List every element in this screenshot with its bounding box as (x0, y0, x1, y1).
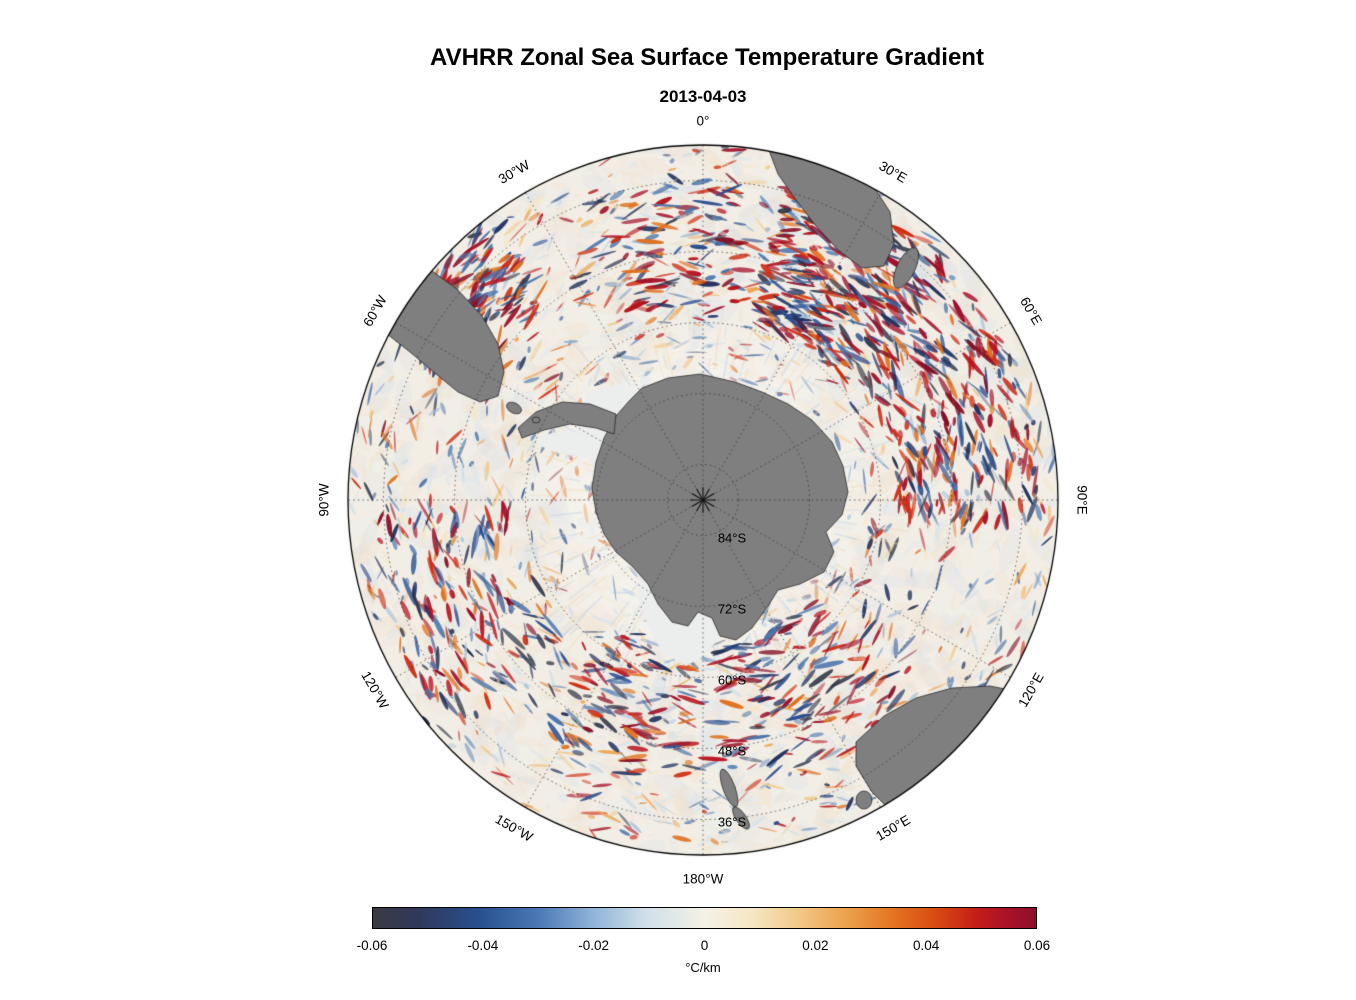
lon-tick-label: 180°W (682, 871, 724, 887)
lon-tick-label: 90°E (1074, 485, 1090, 515)
lat-tick-label: 84°S (717, 530, 747, 545)
lon-tick-label: 90°W (316, 483, 332, 517)
colorbar-unit-label: °C/km (685, 960, 721, 975)
figure-title: AVHRR Zonal Sea Surface Temperature Grad… (430, 44, 984, 71)
lat-tick-label: 60°S (717, 672, 747, 687)
colorbar-tick-label: 0.04 (913, 938, 940, 953)
figure-subtitle: 2013-04-03 (659, 87, 747, 106)
colorbar-tick-label: -0.04 (467, 938, 499, 953)
colorbar-tick-label: 0.02 (802, 938, 829, 953)
lon-tick-label: 0° (696, 113, 710, 129)
colorbar-tick-label: 0 (700, 938, 709, 953)
colorbar-gradient (372, 907, 1037, 929)
lat-tick-label: 36°S (717, 814, 747, 829)
lat-tick-label: 48°S (717, 743, 747, 758)
colorbar-tick-label: -0.02 (578, 938, 610, 953)
lat-tick-label: 72°S (717, 601, 747, 616)
colorbar-tick-label: -0.06 (356, 938, 388, 953)
colorbar-tick-label: 0.06 (1023, 938, 1051, 953)
